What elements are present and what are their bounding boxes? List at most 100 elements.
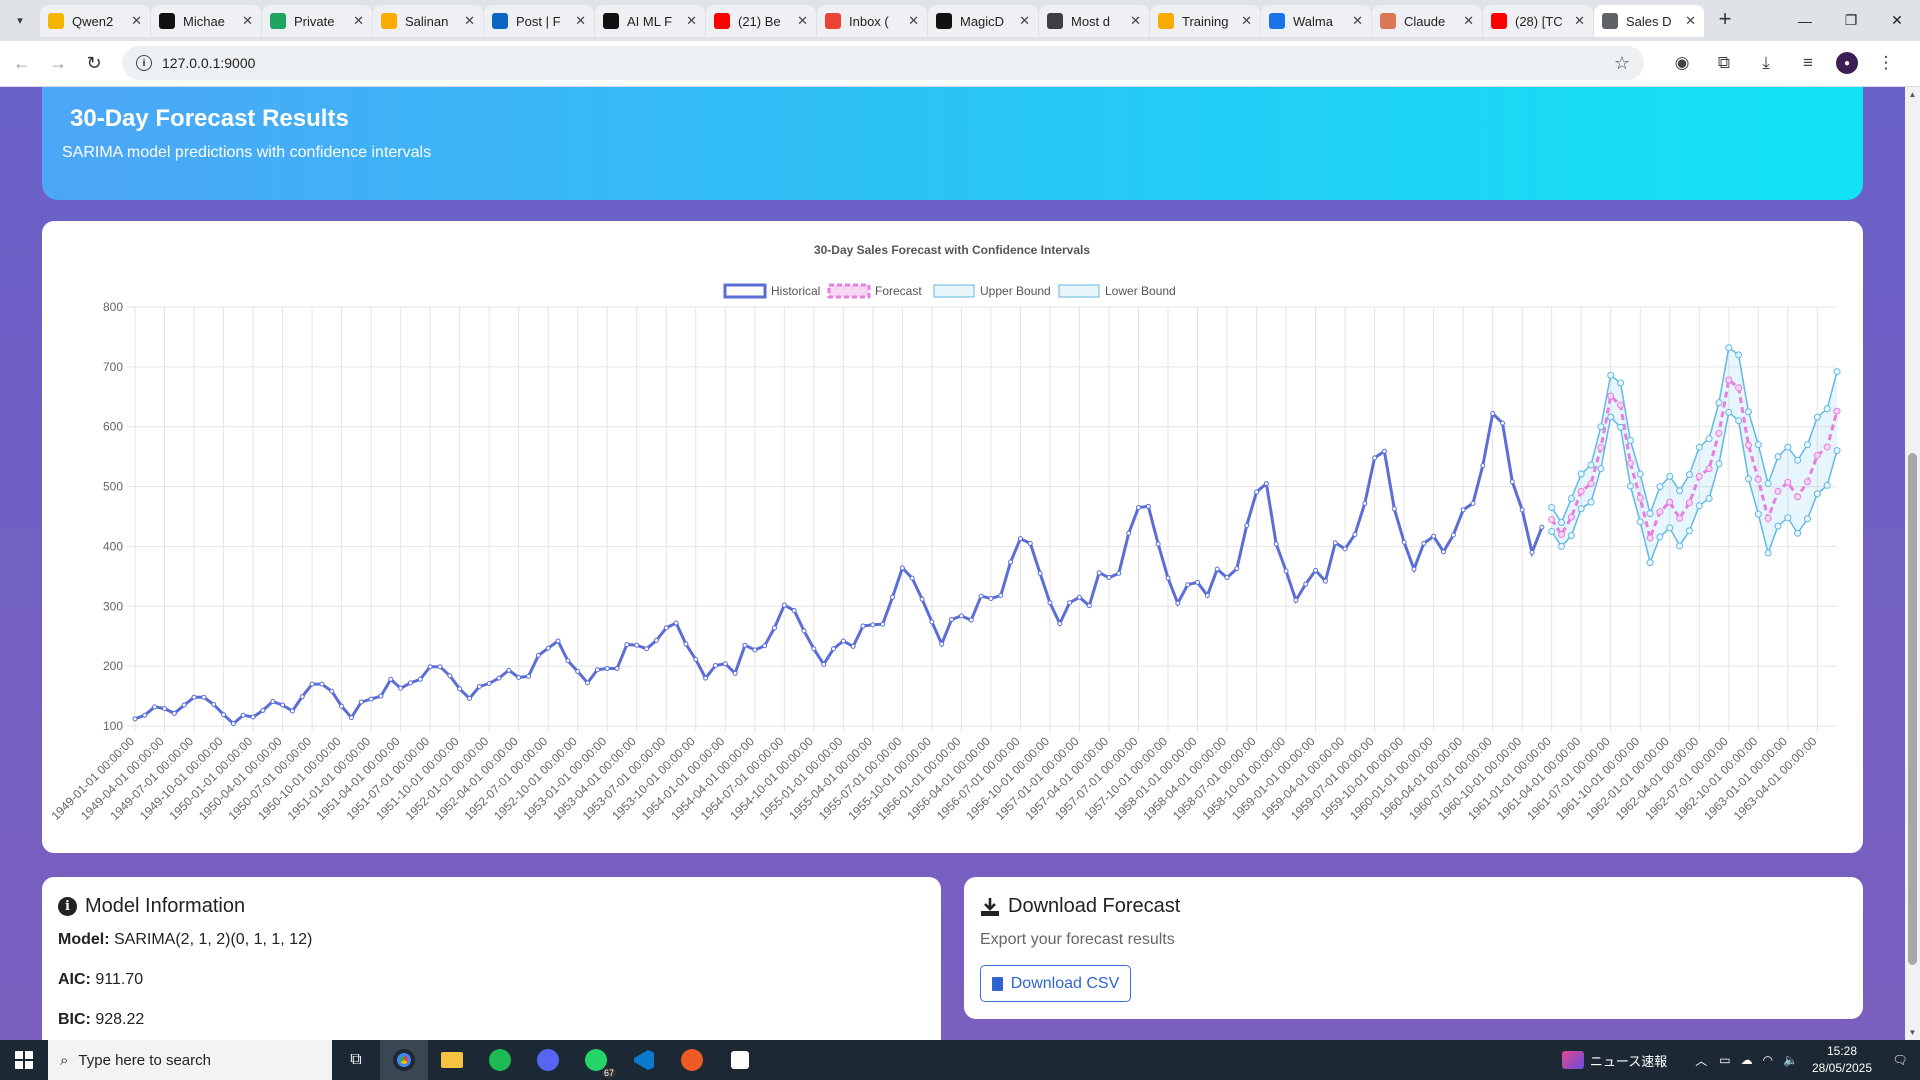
historical-point (1529, 549, 1535, 555)
news-icon[interactable] (1561, 1051, 1584, 1069)
scroll-thumb[interactable] (1908, 453, 1917, 965)
tab-close-icon[interactable]: ✕ (575, 13, 586, 28)
capcut-icon[interactable] (716, 1040, 764, 1080)
browser-tab[interactable]: (21) Be ✕ (706, 5, 816, 37)
tab-close-icon[interactable]: ✕ (1574, 13, 1585, 28)
lower-bound-point (1823, 481, 1831, 489)
tab-close-icon[interactable]: ✕ (353, 13, 364, 28)
historical-point (486, 681, 492, 687)
forecast-point (1607, 392, 1615, 400)
browser-tab[interactable]: Salinan ✕ (373, 5, 483, 37)
tab-close-icon[interactable]: ✕ (797, 13, 808, 28)
wifi-icon[interactable]: ◠ (1762, 1053, 1774, 1067)
browser-toolbar: ← → ↻ i 127.0.0.1:9000 ☆ ◉ ⧉ ⤓ ≡ ● ⋮ (0, 41, 1920, 87)
historical-point (427, 664, 433, 670)
new-tab-button[interactable]: + (1718, 5, 1732, 31)
historical-point (1254, 489, 1260, 495)
tab-search-icon[interactable]: ▾ (17, 15, 23, 27)
scroll-up-icon[interactable]: ▲ (1908, 90, 1917, 99)
reload-icon[interactable]: ↻ (86, 53, 102, 73)
lower-bound-point (1794, 529, 1802, 537)
discord-icon[interactable] (524, 1040, 572, 1080)
profile-avatar[interactable]: ● (1836, 52, 1858, 74)
tab-close-icon[interactable]: ✕ (464, 13, 475, 28)
tab-close-icon[interactable]: ✕ (686, 13, 697, 28)
tab-close-icon[interactable]: ✕ (1130, 13, 1141, 28)
historical-point (683, 641, 689, 647)
lower-bound-point (1558, 542, 1566, 550)
forecast-point (1567, 513, 1575, 521)
file-explorer-icon[interactable] (428, 1040, 476, 1080)
postman-icon[interactable] (668, 1040, 716, 1080)
browser-tab[interactable]: Inbox (✕ (817, 5, 927, 37)
historical-point (142, 712, 148, 718)
tab-close-icon[interactable]: ✕ (242, 13, 253, 28)
address-bar[interactable]: i 127.0.0.1:9000 ☆ (122, 46, 1644, 80)
tab-close-icon[interactable]: ✕ (908, 13, 919, 28)
browser-tab[interactable]: Michae ✕ (151, 5, 261, 37)
puzzle-icon[interactable]: ⧉ (1717, 53, 1731, 72)
browser-tab[interactable]: AI ML F ✕ (595, 5, 705, 37)
chrome-icon[interactable] (380, 1040, 428, 1080)
tab-close-icon[interactable]: ✕ (1352, 13, 1363, 28)
aic-label: AIC: (58, 971, 91, 988)
historical-point (1204, 593, 1210, 599)
taskbar-search[interactable]: ⌕ Type here to search (48, 1040, 332, 1080)
browser-tab[interactable]: Post | F ✕ (484, 5, 594, 37)
restore-icon[interactable]: ❐ (1844, 12, 1858, 28)
forward-icon[interactable]: → (49, 53, 67, 73)
historical-point (1017, 536, 1023, 542)
vscode-icon[interactable] (620, 1040, 668, 1080)
download-csv-button[interactable]: Download CSV (980, 965, 1131, 1002)
tab-close-icon[interactable]: ✕ (1019, 13, 1030, 28)
forecast-point (1774, 487, 1782, 495)
tab-close-icon[interactable]: ✕ (1463, 13, 1474, 28)
historical-point (1126, 530, 1132, 536)
onedrive-icon[interactable]: ☁ (1740, 1053, 1753, 1067)
browser-tab[interactable]: Claude ✕ (1372, 5, 1482, 37)
browser-tab[interactable]: Private ✕ (262, 5, 372, 37)
site-info-icon[interactable]: i (136, 55, 152, 71)
historical-point (348, 715, 354, 721)
tab-close-icon[interactable]: ✕ (1241, 13, 1252, 28)
browser-tab[interactable]: Training ✕ (1150, 5, 1260, 37)
aic-row: AIC: 911.70 (58, 971, 143, 989)
back-icon[interactable]: ← (13, 53, 31, 73)
historical-point (1145, 503, 1151, 509)
historical-point (1421, 540, 1427, 546)
historical-point (535, 652, 541, 658)
extension-icon[interactable]: ◉ (1674, 53, 1690, 72)
media-icon[interactable]: ≡ (1803, 53, 1813, 72)
tray-chevron-icon[interactable]: ︿ (1695, 1053, 1708, 1068)
minimize-icon[interactable]: — (1798, 12, 1812, 29)
browser-tab[interactable]: MagicD ✕ (928, 5, 1038, 37)
tray-icon-device[interactable]: ▭ (1719, 1053, 1731, 1067)
legend-swatch (827, 283, 871, 299)
browser-tab[interactable]: Qwen2 ✕ (40, 5, 150, 37)
browser-tab[interactable]: Sales D ✕ (1594, 5, 1704, 37)
chart-card: 30-Day Sales Forecast with Confidence In… (42, 221, 1863, 853)
tab-close-icon[interactable]: ✕ (131, 13, 142, 28)
clock[interactable]: 15:28 28/05/2025 (1804, 1043, 1880, 1077)
close-window-icon[interactable]: ✕ (1891, 12, 1903, 28)
bookmark-star-icon[interactable]: ☆ (1613, 52, 1630, 73)
windows-start-icon[interactable] (0, 1040, 48, 1080)
forecast-point (1666, 498, 1674, 506)
task-view-icon[interactable]: ⧉ (350, 1051, 362, 1068)
spotify-icon[interactable] (476, 1040, 524, 1080)
forecast-point (1735, 384, 1743, 392)
page-scrollbar[interactable]: ▲ ▼ (1905, 87, 1920, 1040)
browser-tab[interactable]: Most d ✕ (1039, 5, 1149, 37)
historical-point (968, 617, 974, 623)
scroll-down-icon[interactable]: ▼ (1908, 1028, 1917, 1037)
browser-tab[interactable]: Walma ✕ (1261, 5, 1371, 37)
menu-icon[interactable]: ⋮ (1877, 53, 1895, 72)
volume-icon[interactable]: 🔈 (1783, 1053, 1798, 1067)
historical-point (1175, 600, 1181, 606)
news-text[interactable]: ニュース速報 (1589, 1053, 1668, 1069)
tab-close-icon[interactable]: ✕ (1685, 13, 1696, 28)
download-icon[interactable]: ⤓ (1762, 53, 1770, 72)
whatsapp-icon[interactable]: 67 (572, 1040, 620, 1080)
notifications-icon[interactable]: 🗨 (1892, 1053, 1908, 1067)
browser-tab[interactable]: (28) [TC ✕ (1483, 5, 1593, 37)
